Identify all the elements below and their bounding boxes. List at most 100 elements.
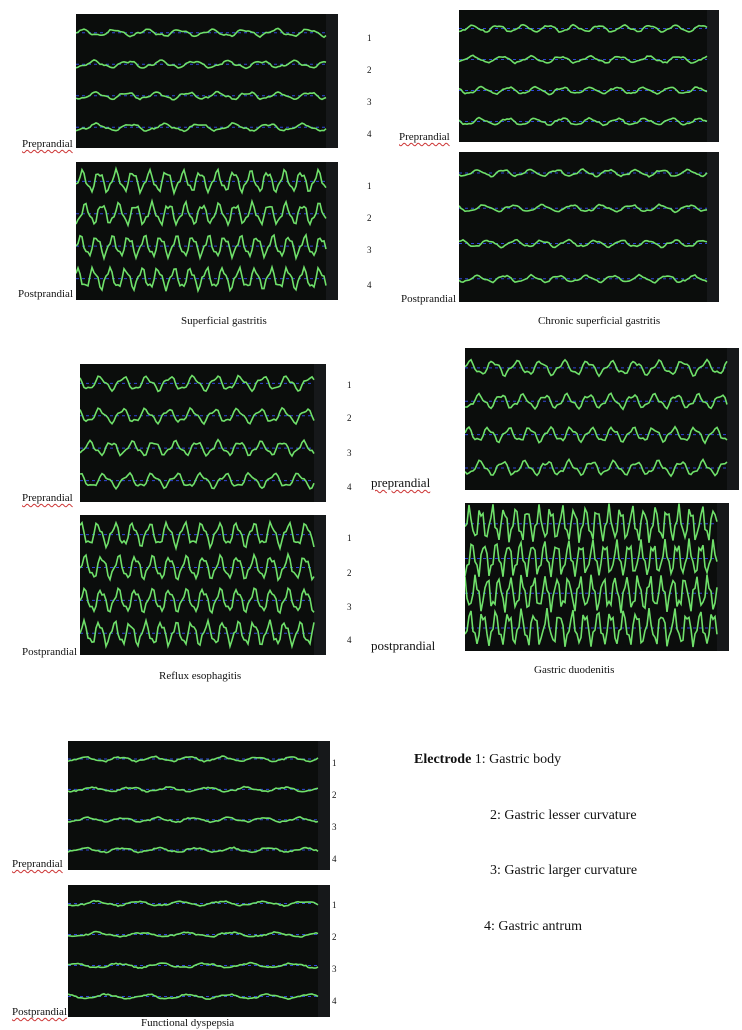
scale-strip: [326, 162, 338, 300]
reflux-esophagitis-preprandial-trace: [80, 364, 326, 502]
channel-3: 3: [367, 97, 372, 107]
channel-4: 4: [347, 482, 352, 492]
label-postprandial-csg: Postprandial: [401, 293, 456, 305]
electrode-trace-2: [68, 785, 319, 793]
electrode-trace-2: [465, 392, 728, 411]
electrode-trace-4: [459, 273, 708, 284]
electrode-trace-4: [68, 992, 319, 1001]
electrode-trace-3: [465, 425, 728, 445]
gastric-duodenitis-preprandial-trace: [465, 348, 739, 490]
gastric-duodenitis-postprandial-trace: [465, 503, 729, 651]
electrode-trace-2: [80, 551, 315, 582]
caption-superficial-gastritis: Superficial gastritis: [181, 315, 267, 327]
electrode-trace-4: [76, 264, 327, 294]
electrode-trace-3: [80, 438, 315, 458]
electrode-trace-2: [76, 59, 327, 70]
electrode-trace-3: [80, 586, 315, 615]
electrode-trace-3: [459, 238, 708, 249]
channel-1: 1: [367, 181, 372, 191]
trace-plot: [465, 348, 739, 490]
channel-4: 4: [367, 280, 372, 290]
electrode-trace-3: [76, 90, 327, 101]
legend-item-gastric-antrum: 4: Gastric antrum: [484, 919, 582, 934]
electrode-trace-4: [465, 457, 728, 478]
channel-1: 1: [347, 533, 352, 543]
electrode-trace-2: [80, 406, 315, 426]
legend-title: Electrode: [414, 752, 472, 767]
label-preprandial-fd: Preprandial: [12, 858, 63, 870]
channel-2: 2: [332, 932, 337, 942]
legend-item-lesser-curvature: 2: Gastric lesser curvature: [490, 808, 637, 823]
trace-plot: [459, 10, 719, 142]
channel-3: 3: [332, 964, 337, 974]
channel-3: 3: [367, 245, 372, 255]
scale-strip: [326, 14, 338, 148]
reflux-esophagitis-postprandial-trace: [80, 515, 326, 655]
electrode-trace-1: [68, 755, 319, 763]
channel-4: 4: [367, 129, 372, 139]
electrode-trace-1: [465, 358, 728, 378]
superficial-gastritis-postprandial-trace: [76, 162, 338, 300]
electrode-trace-2: [459, 54, 708, 65]
functional-dyspepsia-postprandial-trace: [68, 885, 330, 1017]
scale-strip: [314, 364, 326, 502]
channel-3: 3: [332, 822, 337, 832]
label-preprandial-sg: Preprandial: [22, 138, 73, 150]
channel-4: 4: [347, 635, 352, 645]
superficial-gastritis-preprandial-trace: [76, 14, 338, 148]
electrode-trace-4: [80, 617, 315, 650]
caption-functional-dyspepsia: Functional dyspepsia: [141, 1017, 235, 1029]
caption-reflux-esophagitis: Reflux esophagitis: [159, 670, 242, 682]
label-postprandial-gd: postprandial: [371, 638, 436, 653]
channel-1: 1: [347, 380, 352, 390]
legend-item-gastric-body: 1: Gastric body: [474, 752, 562, 767]
electrode-trace-3: [465, 574, 718, 614]
scale-strip: [318, 741, 330, 870]
channel-4: 4: [332, 854, 337, 864]
trace-plot: [68, 885, 330, 1017]
label-preprandial-re: Preprandial: [22, 492, 73, 504]
channel-1: 1: [332, 758, 337, 768]
electrode-trace-1: [459, 23, 708, 33]
electrode-trace-4: [68, 846, 319, 854]
chronic-superficial-gastritis-preprandial-trace: [459, 10, 719, 142]
scale-strip: [727, 348, 739, 490]
electrode-trace-1: [76, 166, 327, 196]
caption-gastric-duodenitis: Gastric duodenitis: [534, 664, 615, 676]
electrode-trace-1: [80, 374, 315, 393]
scale-strip: [707, 10, 719, 142]
electrode-trace-4: [465, 608, 718, 648]
trace-plot: [80, 515, 326, 655]
electrode-trace-3: [68, 961, 319, 970]
channel-1: 1: [332, 900, 337, 910]
trace-plot: [76, 162, 338, 300]
scale-strip: [318, 885, 330, 1017]
chronic-superficial-gastritis-postprandial-trace: [459, 152, 719, 302]
electrode-trace-4: [459, 116, 708, 127]
trace-plot: [76, 14, 338, 148]
caption-chronic-superficial-gastritis: Chronic superficial gastritis: [538, 315, 661, 327]
scale-strip: [717, 503, 729, 651]
electrode-trace-2: [68, 930, 319, 938]
label-postprandial-re: Postprandial: [22, 646, 77, 658]
electrode-trace-4: [76, 122, 327, 133]
channel-2: 2: [367, 65, 372, 75]
legend-item-larger-curvature: 3: Gastric larger curvature: [490, 863, 638, 878]
trace-plot: [465, 503, 729, 651]
electrode-trace-1: [459, 168, 708, 178]
trace-plot: [68, 741, 330, 870]
functional-dyspepsia-preprandial-trace: [68, 741, 330, 870]
legend-title-row: Electrode 1: Gastric body: [414, 752, 561, 768]
trace-plot: [459, 152, 719, 302]
scale-strip: [707, 152, 719, 302]
scale-strip: [314, 515, 326, 655]
channel-2: 2: [347, 568, 352, 578]
trace-plot: [80, 364, 326, 502]
channel-3: 3: [347, 448, 352, 458]
electrode-trace-2: [76, 198, 327, 228]
channel-2: 2: [332, 790, 337, 800]
electrode-trace-1: [68, 899, 319, 908]
electrode-trace-4: [80, 471, 315, 491]
channel-3: 3: [347, 602, 352, 612]
electrode-trace-3: [68, 815, 319, 824]
